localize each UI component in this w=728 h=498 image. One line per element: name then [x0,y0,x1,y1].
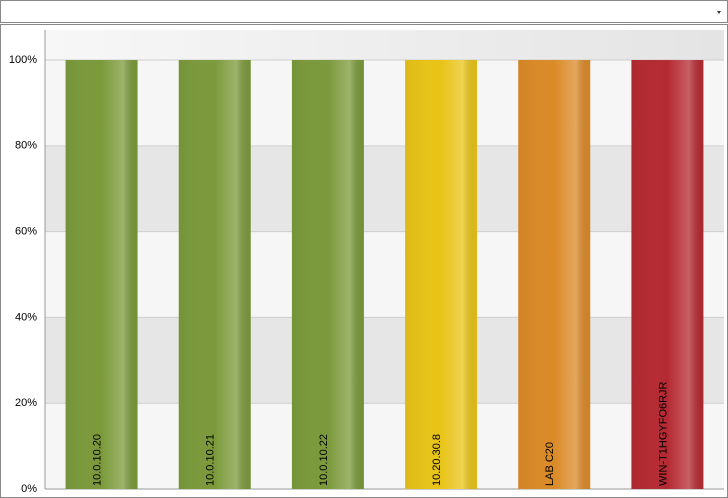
dropdown-arrow[interactable] [717,11,721,14]
x-tick-label: 10.20.30.8 [431,434,443,486]
y-tick-label: 80% [15,140,37,152]
y-tick-label: 0% [21,483,37,495]
plot-band [45,60,724,146]
bar-shine [65,60,138,489]
x-tick-label: WIN-T1HGYFO6RJR [657,381,669,486]
plot-band [45,145,724,232]
bar-shine [518,60,591,489]
y-tick-label: 60% [15,226,37,238]
x-tick-label: 10.0.10.22 [318,434,330,486]
x-tick-label: 10.0.10.20 [91,434,103,486]
bar-shine [631,60,704,489]
bar-shine [178,60,251,489]
dropdown[interactable] [0,0,728,23]
y-tick-label: 20% [15,397,37,409]
y-tick-label: 100% [9,54,37,66]
bar-shine [405,60,478,489]
bar-shine [291,60,364,489]
plot-band [45,231,724,318]
x-tick-label: 10.0.10.21 [205,434,217,486]
plot-band [45,403,724,489]
y-tick-label: 40% [15,311,37,323]
x-tick-label: LAB C20 [544,442,556,486]
plot-band [45,317,724,404]
